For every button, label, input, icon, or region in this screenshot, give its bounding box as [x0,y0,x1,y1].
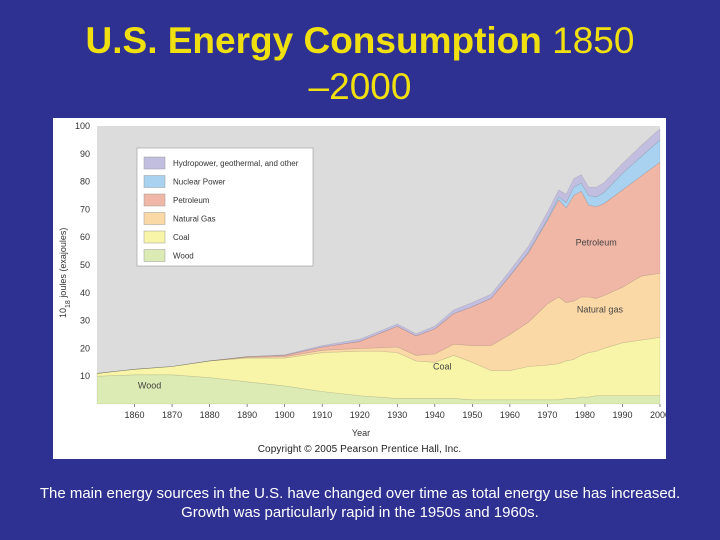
x-tick-label: 1860 [125,410,145,420]
x-tick-label: 1920 [350,410,370,420]
y-axis-label-unit: joules (exajoules) [58,228,68,301]
legend-label: Natural Gas [173,215,216,224]
y-tick-label: 40 [80,288,90,298]
legend-swatch [143,193,166,207]
legend-label: Petroleum [173,196,210,205]
x-tick-label: 1950 [462,410,482,420]
legend-swatch [143,212,166,225]
title-bold-part: U.S. Energy Consumption [85,20,542,61]
y-axis-label-base: 10 [58,308,68,318]
legend-label: Wood [173,252,194,261]
x-tick-label: 1990 [612,410,632,420]
title-year-end: –2000 [308,66,412,107]
legend-label: Hydropower, geothermal, and other [173,159,299,168]
y-tick-label: 30 [80,316,90,326]
area-label-natural-gas: Natural gas [577,304,624,314]
x-axis-label: Year [352,428,370,438]
x-tick-label: 1880 [200,410,220,420]
y-tick-label: 70 [80,204,90,214]
area-hydropower-geothermal-and-other [96,128,661,374]
y-tick-label: 10 [80,371,90,381]
x-tick-label: 1940 [425,410,445,420]
x-tick-label: 1870 [162,410,182,420]
y-tick-label: 80 [80,177,90,187]
x-tick-label: 2000 [650,410,666,420]
area-label-wood: Wood [138,381,161,391]
x-tick-label: 1970 [537,410,557,420]
legend-swatch [143,175,166,188]
chart-figure: 10 20 30 40 50 60 70 80 90 100 1860 1870 1880 1890 19… [53,118,666,459]
legend-swatch [143,230,166,244]
slide-title: U.S. Energy Consumption 1850 –2000 [0,18,720,110]
x-tick-label: 1900 [275,410,295,420]
y-axis-label: 1018 joules (exajoules) [58,228,72,318]
area-nuclear-power [96,139,661,374]
area-petroleum [96,161,661,374]
x-tick-label: 1960 [500,410,520,420]
y-axis-label-exponent: 18 [65,300,72,308]
y-tick-label: 50 [80,260,90,270]
x-tick-label: 1930 [387,410,407,420]
title-year-start: 1850 [541,20,635,61]
legend-label: Coal [173,233,190,242]
x-tick-label: 1890 [237,410,257,420]
slide-caption: The main energy sources in the U.S. have… [39,485,681,521]
x-tick-label: 1910 [312,410,332,420]
area-label-petroleum: Petroleum [576,238,617,248]
area-label-coal: Coal [433,361,452,371]
y-tick-label: 90 [80,149,90,159]
legend-label: Nuclear Power [173,178,226,187]
y-tick-label: 100 [75,121,90,131]
x-tick-label: 1980 [575,410,595,420]
copyright-notice: Copyright © 2005 Pearson Prentice Hall, … [257,444,462,455]
energy-area-chart: 10 20 30 40 50 60 70 80 90 100 1860 1870 1880 1890 19… [58,121,666,438]
legend-swatch [143,249,166,262]
y-tick-label: 60 [80,232,90,242]
legend-swatch [143,156,166,170]
legend-box [136,147,314,267]
y-tick-label: 20 [80,343,90,353]
legend: Hydropower, geothermal, and other Nuclear… [136,147,314,267]
